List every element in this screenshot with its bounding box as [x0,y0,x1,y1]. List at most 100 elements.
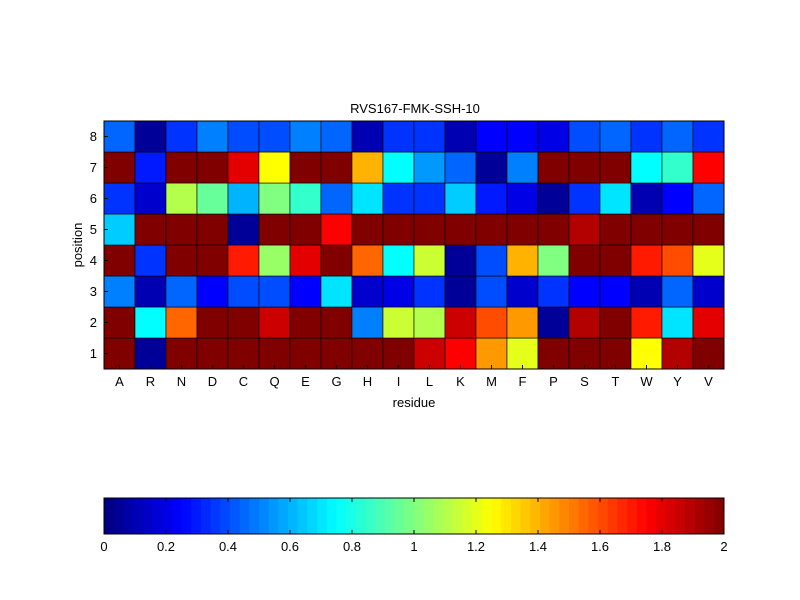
y-tick-label: 1 [90,346,97,361]
heatmap-cell [475,275,508,308]
colorbar-tick-label: 1.4 [529,539,547,554]
y-tick-label: 5 [90,222,97,237]
heatmap-cell [630,337,663,370]
heatmap-cell [537,244,570,277]
colorbar-segment [162,498,173,534]
heatmap-cell [537,213,570,246]
y-tick-label: 8 [90,129,97,144]
heatmap-cell [599,337,632,370]
x-axis-label: residue [393,395,436,410]
colorbar-segment [472,498,483,534]
heatmap-cell [661,306,694,339]
heatmap-cell [165,275,198,308]
colorbar-segment [452,498,463,534]
heatmap-cell [692,244,725,277]
colorbar-segment [394,498,405,534]
heatmap-cell [506,244,539,277]
heatmap-cell [134,120,167,153]
x-tick-label: R [146,374,155,389]
heatmap-cell [196,151,229,184]
heatmap-frame [103,120,725,370]
heatmap-cell [227,306,260,339]
x-tick-label: T [612,374,620,389]
heatmap-cell [661,182,694,215]
heatmap-cell [568,151,601,184]
x-tick-label: D [208,374,217,389]
colorbar-tick-label: 0.8 [343,539,361,554]
heatmap-cell [692,337,725,370]
x-tick-label: Y [673,374,682,389]
heatmap-cell [475,151,508,184]
heatmap-cell [320,306,353,339]
heatmap-cell [258,337,291,370]
heatmap-cell [537,306,570,339]
colorbar-tick-label: 0.4 [219,539,237,554]
colorbar-segment [665,498,677,534]
heatmap-cell [320,337,353,370]
colorbar-segment [113,498,124,534]
heatmap-cell [537,182,570,215]
heatmap-cell [103,182,136,215]
heatmap-cell [258,275,291,308]
y-axis-label: position [70,223,85,268]
heatmap-cell [196,244,229,277]
heatmap-cell [289,120,322,153]
colorbar-segment [462,498,473,534]
colorbar-tick-label: 0.2 [157,539,175,554]
heatmap-cell [289,182,322,215]
heatmap-cell [320,213,353,246]
colorbar-segment [636,498,647,534]
heatmap-cell [630,306,663,339]
colorbar-segment [433,498,444,534]
heatmap-cell [165,182,198,215]
y-tick-label: 3 [90,284,97,299]
heatmap-cell [444,306,477,339]
colorbar-segment [414,498,425,534]
colorbar-segment [229,498,241,534]
heatmap-cell [289,306,322,339]
colorbar-segment [375,498,386,534]
colorbar-segment [278,498,289,534]
colorbar-segment [336,498,347,534]
x-tick-label: K [456,374,465,389]
colorbar-segment [530,498,541,534]
heatmap-cell [258,244,291,277]
colorbar-segment [656,498,667,534]
colorbar-tick-label: 1 [410,539,417,554]
x-tick-label: M [486,374,497,389]
heatmap-cell [196,120,229,153]
heatmap-cell [692,182,725,215]
heatmap-cell [444,120,477,153]
heatmap-cell [289,275,322,308]
y-tick-label: 2 [90,315,97,330]
colorbar-segment [423,498,434,534]
heatmap-cell [599,182,632,215]
heatmap-cell [258,151,291,184]
colorbar-segment [714,498,725,534]
heatmap-cell [134,213,167,246]
heatmap-cell [258,213,291,246]
colorbar-segment [559,498,570,534]
colorbar-segment [249,498,260,534]
heatmap-cell [320,182,353,215]
colorbar-segment [220,498,231,534]
heatmap-cell [134,275,167,308]
heatmap-cell [475,213,508,246]
colorbar-tick-label: 1.8 [653,539,671,554]
x-tick-label: E [301,374,310,389]
heatmap-cell [630,213,663,246]
colorbar-segment [307,498,318,534]
heatmap-cell [444,275,477,308]
colorbar-segment [104,498,115,534]
heatmap-cell [444,244,477,277]
x-tick-label: N [177,374,186,389]
colorbar-tick-label: 1.2 [467,539,485,554]
heatmap-cell [475,337,508,370]
heatmap-cell [165,306,198,339]
heatmap-cell [568,337,601,370]
colorbar-tick-label: 2 [720,539,727,554]
heatmap-cell [196,182,229,215]
heatmap-cell [413,182,446,215]
heatmap-cell [227,337,260,370]
